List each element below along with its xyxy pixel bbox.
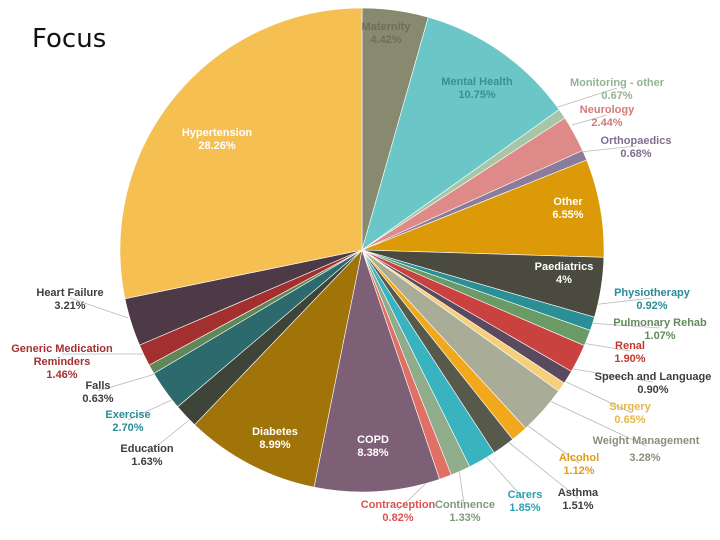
slice-value-monitoring-other: 0.67% — [601, 90, 632, 102]
leader-line-neurology — [571, 114, 608, 126]
slice-label-diabetes: Diabetes — [252, 426, 298, 438]
slice-label-hypertension: Hypertension — [182, 127, 253, 139]
slice-label-alcohol: Alcohol — [559, 452, 599, 464]
slice-label-education: Education — [120, 443, 173, 455]
slice-value-paediatrics: 4% — [556, 274, 572, 286]
leader-line-heart-failure — [69, 297, 129, 319]
leader-line-carers — [479, 449, 526, 501]
slice-label-physiotherapy: Physiotherapy — [614, 287, 691, 299]
slice-label-paediatrics: Paediatrics — [535, 261, 594, 273]
slice-label-neurology: Neurology — [580, 104, 635, 116]
slice-value-education: 1.63% — [131, 456, 162, 468]
slice-value-generic-medication-reminders: 1.46% — [46, 369, 77, 381]
slice-label-exercise: Exercise — [105, 409, 150, 421]
pie-slice-hypertension — [119, 7, 363, 300]
slice-label-heart-failure: Heart Failure — [36, 287, 103, 299]
leader-line-renal — [581, 342, 631, 352]
slice-value-physiotherapy: 0.92% — [636, 300, 667, 312]
leader-line-pulmonary-rehab — [587, 322, 661, 329]
leader-line-falls — [97, 371, 163, 392]
leader-line-exercise — [127, 396, 179, 421]
slice-label-orthopaedics: Orthopaedics — [601, 135, 672, 147]
leader-line-physiotherapy — [590, 297, 653, 306]
slice-value-falls: 0.63% — [82, 393, 113, 405]
slice-value-neurology: 2.44% — [591, 117, 622, 129]
slice-value-renal: 1.90% — [614, 353, 645, 365]
slice-label-renal: Renal — [615, 340, 645, 352]
slice-label-copd: COPD — [357, 434, 389, 446]
slice-value-carers: 1.85% — [509, 502, 540, 514]
slice-label-generic-medication-reminders: Generic Medication Reminders — [11, 343, 113, 368]
slice-value-hypertension: 28.26% — [198, 140, 236, 152]
slice-label-carers: Carers — [508, 489, 543, 501]
slice-label-pulmonary-rehab: Pulmonary Rehab — [613, 317, 707, 329]
slice-value-contraception: 0.82% — [382, 512, 413, 524]
slice-label-mental-health: Mental Health — [441, 76, 513, 88]
leader-line-surgery — [557, 377, 631, 413]
slice-value-alcohol: 1.12% — [563, 465, 594, 477]
slice-value-orthopaedics: 0.68% — [620, 148, 651, 160]
slice-label-falls: Falls — [85, 380, 110, 392]
pie-slice-copd — [313, 248, 440, 493]
slice-value-asthma: 1.51% — [562, 500, 593, 512]
slice-label-speech-and-language: Speech and Language — [595, 371, 712, 383]
slice-label-maternity: Maternity — [362, 21, 412, 33]
leader-line-monitoring-other — [554, 87, 618, 109]
slice-value-speech-and-language: 0.90% — [637, 384, 668, 396]
slice-label-surgery: Surgery — [609, 401, 651, 413]
slice-value-mental-health: 10.75% — [458, 89, 496, 101]
page-title: Focus — [32, 24, 107, 54]
slice-value-maternity: 4.42% — [370, 34, 401, 46]
slice-label-other: Other — [553, 196, 583, 208]
leader-line-weight-management — [547, 399, 647, 447]
pie-slice-mental-health — [361, 16, 560, 251]
slice-value-heart-failure: 3.21% — [54, 300, 85, 312]
pie-slice-diabetes — [194, 249, 363, 488]
slice-label-asthma: Asthma — [558, 487, 599, 499]
slice-value-surgery: 0.65% — [614, 414, 645, 426]
slice-label-continence: Continence — [435, 499, 495, 511]
slice-value-continence: 1.33% — [449, 512, 480, 524]
slice-label-contraception: Contraception — [361, 499, 436, 511]
slice-value-copd: 8.38% — [357, 447, 388, 459]
slice-value-exercise: 2.70% — [112, 422, 143, 434]
slice-value-diabetes: 8.99% — [259, 439, 290, 451]
slice-label-weight-management: Weight Management — [593, 435, 700, 447]
leader-line-orthopaedics — [579, 145, 637, 153]
leader-line-asthma — [501, 436, 579, 499]
slice-label-monitoring-other: Monitoring - other — [570, 77, 665, 89]
slice-value-other: 6.55% — [552, 209, 583, 221]
leader-line-speech-and-language — [566, 367, 654, 383]
leader-line-alcohol — [519, 419, 580, 464]
slice-value-weight-management: 3.28% — [629, 452, 660, 464]
slice-value-pulmonary-rehab: 1.07% — [644, 330, 675, 342]
